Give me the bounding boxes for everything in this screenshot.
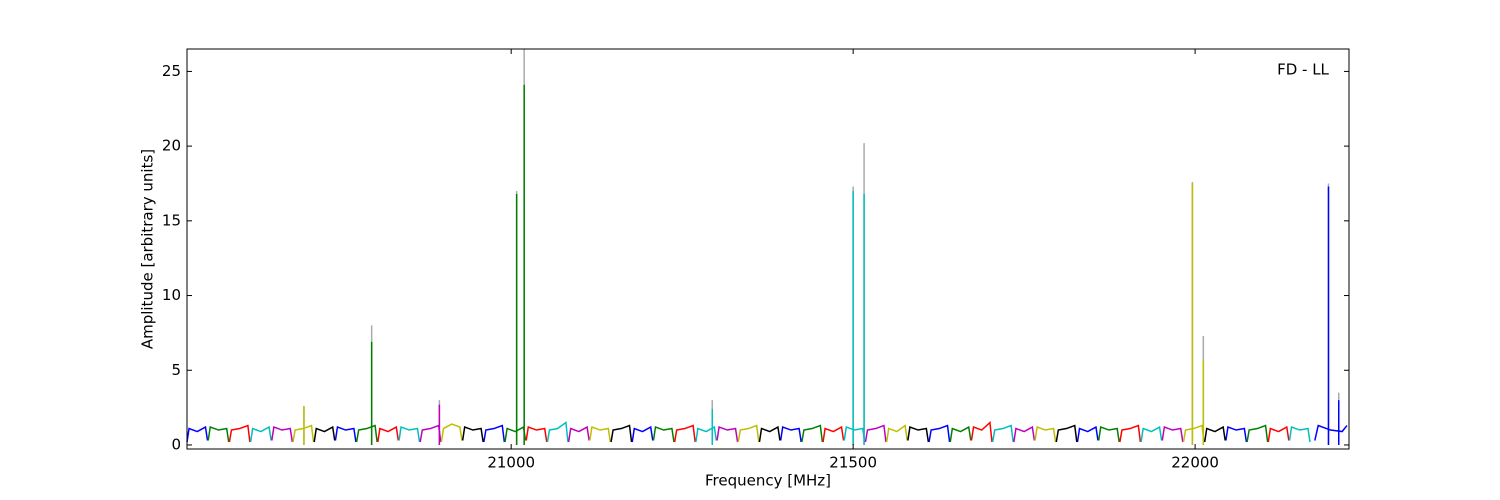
series-line xyxy=(419,424,442,443)
series-line xyxy=(843,426,866,443)
series-line xyxy=(483,424,506,443)
y-tick-label: 20 xyxy=(162,137,181,155)
series-line xyxy=(398,426,421,443)
y-tick-label: 15 xyxy=(162,211,181,229)
series-line xyxy=(1267,425,1290,443)
series-line xyxy=(695,425,718,443)
series-line xyxy=(1225,426,1248,443)
series-line xyxy=(377,425,400,443)
series-line xyxy=(949,425,972,443)
x-tick-label: 21000 xyxy=(487,454,535,472)
series-line xyxy=(737,424,760,443)
series-line xyxy=(991,424,1014,443)
y-tick-label: 10 xyxy=(162,286,181,304)
y-tick-label: 25 xyxy=(162,62,181,80)
series-line xyxy=(928,424,951,443)
annotation: FD - LL xyxy=(1277,61,1329,79)
series-line xyxy=(1140,425,1163,443)
series-line xyxy=(186,425,209,443)
series-line xyxy=(440,423,463,443)
series-line xyxy=(292,424,315,443)
series-line xyxy=(1182,424,1205,443)
series-line xyxy=(610,424,633,443)
series-line xyxy=(1314,424,1348,441)
series-line xyxy=(1097,426,1120,443)
y-axis-label: Amplitude [arbitrary units] xyxy=(139,149,157,349)
y-tick-label: 0 xyxy=(171,435,181,453)
series-line xyxy=(631,425,654,443)
series-line xyxy=(885,424,908,443)
series-line xyxy=(546,421,569,443)
series-line xyxy=(1034,426,1057,443)
series-line xyxy=(716,426,739,443)
series-line xyxy=(525,426,548,443)
series-line xyxy=(504,425,527,443)
y-tick-label: 5 xyxy=(171,361,181,379)
series-line xyxy=(1076,425,1099,443)
series-line xyxy=(271,426,294,443)
series-line xyxy=(249,425,272,443)
series-line xyxy=(461,426,484,443)
series-line xyxy=(822,425,845,443)
series-line xyxy=(567,425,590,443)
x-tick-label: 21500 xyxy=(829,454,877,472)
x-axis-label: Frequency [MHz] xyxy=(705,472,831,490)
series-line xyxy=(1013,425,1036,443)
series-line xyxy=(334,426,357,443)
series-line xyxy=(673,424,696,443)
series-line xyxy=(1055,424,1078,443)
x-tick-label: 22000 xyxy=(1171,454,1219,472)
series-line xyxy=(864,424,887,443)
series-line xyxy=(355,424,378,443)
series-line xyxy=(970,421,993,443)
series-line xyxy=(1246,424,1269,443)
series-line xyxy=(907,426,930,443)
series-line xyxy=(207,426,230,443)
series-line xyxy=(801,424,824,443)
series-line xyxy=(589,426,612,443)
series-line xyxy=(1203,425,1226,443)
series-line xyxy=(228,424,251,443)
series-line xyxy=(1161,426,1184,443)
series-line xyxy=(652,426,675,443)
series-line xyxy=(758,425,781,443)
series-line xyxy=(779,426,802,443)
series-line xyxy=(1119,424,1142,443)
series-line xyxy=(313,425,336,443)
series-line xyxy=(1288,426,1311,443)
plot-frame xyxy=(186,48,1350,450)
